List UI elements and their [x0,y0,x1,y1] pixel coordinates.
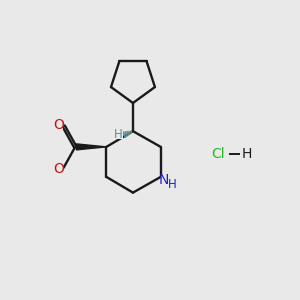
Text: O: O [53,162,64,176]
Text: Cl: Cl [212,147,225,161]
Text: O: O [53,118,64,132]
FancyBboxPatch shape [161,176,178,188]
Text: H: H [114,128,123,141]
Polygon shape [76,144,106,150]
Text: H: H [242,147,252,161]
FancyBboxPatch shape [54,121,63,130]
Text: H: H [168,178,177,191]
FancyBboxPatch shape [54,164,63,173]
FancyBboxPatch shape [114,131,123,139]
Text: N: N [159,173,169,187]
